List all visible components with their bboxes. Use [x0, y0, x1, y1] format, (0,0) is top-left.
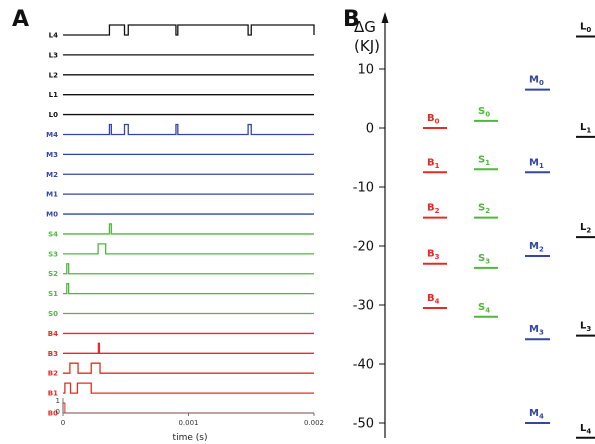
trace-label-s2: S2 [48, 270, 58, 278]
level-label-s1: S1 [478, 154, 490, 167]
level-label-l3: L3 [580, 321, 591, 334]
level-label-s0: S0 [478, 106, 490, 119]
trace-label-b1: B1 [48, 390, 58, 398]
trace-b2 [63, 362, 314, 374]
energy-tick-label: -10 [353, 181, 374, 196]
trace-label-s3: S3 [48, 250, 58, 258]
level-label-s3: S3 [478, 253, 490, 266]
trace-label-m0: M0 [46, 211, 58, 219]
trace-label-b0: B0 [48, 410, 58, 418]
trace-label-m4: M4 [46, 131, 58, 139]
level-label-m2: M2 [529, 241, 544, 254]
level-label-m1: M1 [529, 157, 544, 170]
trace-s1 [63, 282, 314, 295]
trace-label-m3: M3 [46, 151, 58, 159]
trace-b3 [63, 342, 314, 354]
time-axis-title: time (s) [173, 433, 208, 443]
trace-label-b2: B2 [48, 370, 58, 378]
energy-tick-label: 10 [357, 63, 374, 78]
y-mark-top: 1 [56, 397, 60, 405]
level-label-m4: M4 [529, 408, 544, 421]
energy-tick-label: -40 [353, 358, 374, 373]
y-mark-bottom: 0 [56, 408, 60, 416]
level-label-l1: L1 [580, 122, 591, 135]
time-tick-label: 0.002 [304, 419, 324, 427]
trace-b1 [63, 382, 314, 394]
level-label-b1: B1 [427, 157, 440, 170]
trace-label-b3: B3 [48, 350, 58, 358]
trace-label-s0: S0 [48, 310, 58, 318]
time-axis-ticks: 0 0.001 0.002 [61, 413, 324, 427]
trace-label-l0: L0 [49, 111, 58, 119]
level-label-s2: S2 [478, 203, 490, 216]
level-label-b4: B4 [427, 293, 440, 306]
trace-b0 [62, 402, 314, 414]
level-label-l4: L4 [580, 423, 591, 436]
energy-axis-unit: (KJ) [354, 37, 380, 55]
level-label-m3: M3 [529, 324, 544, 337]
level-label-l0: L0 [580, 22, 591, 35]
panel-a-letter: A [12, 7, 29, 32]
level-label-m0: M0 [529, 75, 544, 88]
trace-s2 [63, 263, 314, 275]
level-label-s4: S4 [478, 302, 490, 315]
trace-label-l3: L3 [49, 51, 58, 59]
trace-s4 [63, 223, 314, 235]
time-tick-label: 0.001 [178, 419, 198, 427]
energy-axis-title: ΔG [354, 18, 376, 36]
level-label-b3: B3 [427, 249, 440, 262]
energy-axis-ticks: 10 0 -10 -20 -30 -40 -50 [353, 63, 385, 432]
trace-s3 [63, 243, 314, 255]
energy-levels: B0 B1 B2 B3 B4 S0 S1 S2 S3 S4 M0 M1 M2 M3 M4 L0 L1 L2 L3 L4 [423, 22, 595, 439]
trace-label-l4: L4 [49, 32, 58, 40]
level-label-b0: B0 [427, 113, 440, 126]
energy-axis-arrow [381, 12, 389, 23]
trace-label-s1: S1 [48, 290, 58, 298]
energy-tick-label: 0 [366, 122, 374, 137]
energy-tick-label: -50 [353, 417, 374, 432]
energy-tick-label: -20 [353, 240, 374, 255]
trace-label-m2: M2 [46, 171, 58, 179]
panel-a-raster-plot: L4 L3 L2 L1 L0 M4 M3 M2 M1 M0 S4 S3 S2 S1 S0 B4 B3 B2 B1 B0… [46, 24, 324, 443]
trace-l4 [63, 24, 315, 36]
trace-m4 [63, 123, 314, 136]
trace-label-l1: L1 [49, 91, 58, 99]
trace-label-s4: S4 [48, 230, 58, 238]
panel-b-energy-diagram: ΔG (KJ) 10 0 -10 -20 -30 -40 -50 B0 B1 B2 B3 B4 S0 S… [353, 12, 595, 439]
trace-label-l2: L2 [49, 71, 58, 79]
level-label-l2: L2 [580, 222, 591, 235]
level-label-b2: B2 [427, 203, 440, 216]
trace-group: L4 L3 L2 L1 L0 M4 M3 M2 M1 M0 S4 S3 S2 S1 S0 B4 B3 B2 B1 B0 [46, 24, 315, 418]
time-tick-label: 0 [61, 419, 65, 427]
energy-tick-label: -30 [353, 299, 374, 314]
trace-label-m1: M1 [46, 191, 58, 199]
trace-label-b4: B4 [48, 330, 58, 338]
panel-b-letter: B [343, 7, 360, 32]
